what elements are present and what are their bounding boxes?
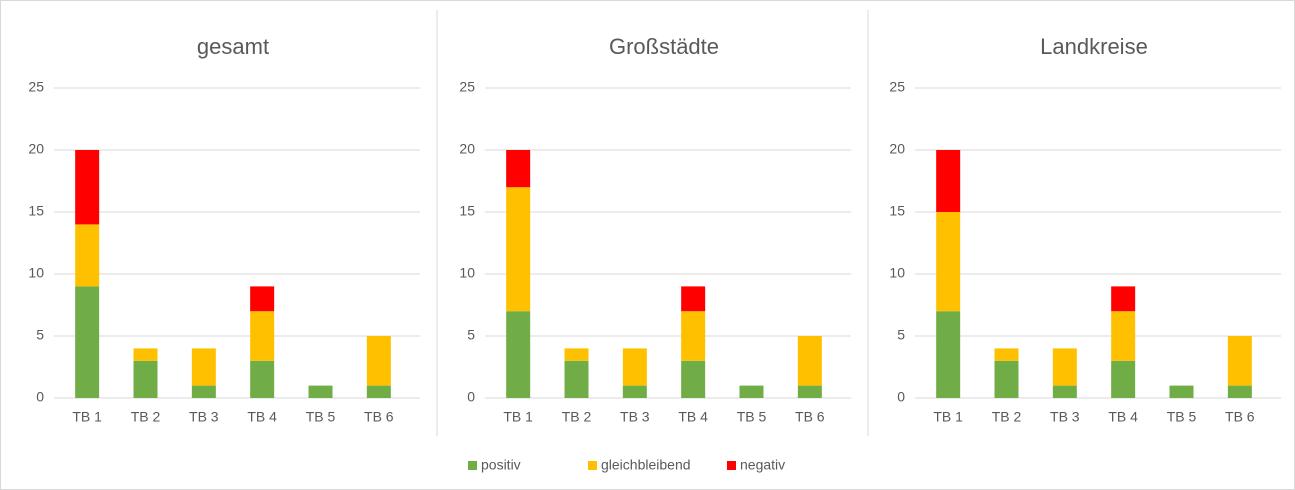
y-tick-label: 15 [459,203,475,219]
bar-segment [797,385,822,398]
bar-segment [506,150,531,188]
y-tick-label: 0 [36,389,44,405]
x-tick-label: TB 4 [1108,409,1138,425]
bar-segment [1111,311,1136,361]
bar-segment [75,150,100,225]
y-tick-label: 20 [459,141,475,157]
x-tick-label: TB 5 [737,409,767,425]
bar-segment [506,187,531,312]
x-tick-label: TB 6 [795,409,825,425]
bar-segment [1052,348,1077,386]
y-tick-label: 0 [467,389,475,405]
legend-label: positiv [481,457,521,473]
bar-segment [681,311,706,361]
bar-segment [936,150,961,212]
x-tick-label: TB 1 [503,409,533,425]
y-tick-label: 15 [889,203,905,219]
bar-segment [506,311,531,398]
bar-segment [564,348,589,361]
bar-segment [936,311,961,398]
y-tick-label: 5 [897,327,905,343]
x-tick-label: TB 4 [247,409,277,425]
bar-segment [622,385,647,398]
chart-title: Großstädte [609,34,719,59]
chart-title: Landkreise [1040,34,1148,59]
x-tick-label: TB 3 [189,409,219,425]
bar-segment [191,348,216,386]
bar-segment [366,385,391,398]
bar-segment [739,385,764,398]
x-tick-label: TB 5 [1167,409,1197,425]
chart-title: gesamt [197,34,269,59]
x-tick-label: TB 3 [620,409,650,425]
bar-segment [133,360,158,398]
bar-segment [250,311,275,361]
bar-segment [1052,385,1077,398]
y-tick-label: 25 [28,79,44,95]
bar-segment [564,360,589,398]
legend-label: gleichbleibend [601,457,691,473]
bar-segment [308,385,333,398]
bar-segment [250,360,275,398]
bar-segment [681,360,706,398]
x-tick-label: TB 2 [992,409,1022,425]
x-tick-label: TB 5 [306,409,336,425]
bar-segment [1227,336,1252,386]
y-tick-label: 25 [889,79,905,95]
bar-segment [1169,385,1194,398]
bar-segment [75,224,100,287]
x-tick-label: TB 1 [933,409,963,425]
x-tick-label: TB 2 [131,409,161,425]
y-tick-label: 15 [28,203,44,219]
bar-segment [797,336,822,386]
y-tick-label: 20 [28,141,44,157]
legend-swatch [588,461,597,470]
bar-segment [1227,385,1252,398]
bar-segment [936,212,961,312]
x-tick-label: TB 1 [72,409,102,425]
bar-segment [75,286,100,398]
x-tick-label: TB 3 [1050,409,1080,425]
x-tick-label: TB 4 [678,409,708,425]
legend-swatch [468,461,477,470]
bar-segment [1111,360,1136,398]
y-tick-label: 0 [897,389,905,405]
bar-segment [250,286,275,312]
y-tick-label: 25 [459,79,475,95]
x-tick-label: TB 2 [562,409,592,425]
bar-segment [994,360,1019,398]
y-tick-label: 10 [459,265,475,281]
y-tick-label: 10 [28,265,44,281]
x-tick-label: TB 6 [1225,409,1255,425]
bar-segment [994,348,1019,361]
y-tick-label: 20 [889,141,905,157]
bar-segment [622,348,647,386]
legend-label: negativ [740,457,785,473]
bar-segment [133,348,158,361]
bar-segment [366,336,391,386]
legend-swatch [727,461,736,470]
y-tick-label: 5 [467,327,475,343]
y-tick-label: 5 [36,327,44,343]
y-tick-label: 10 [889,265,905,281]
bar-segment [1111,286,1136,312]
x-tick-label: TB 6 [364,409,394,425]
bar-segment [191,385,216,398]
bar-segment [681,286,706,312]
